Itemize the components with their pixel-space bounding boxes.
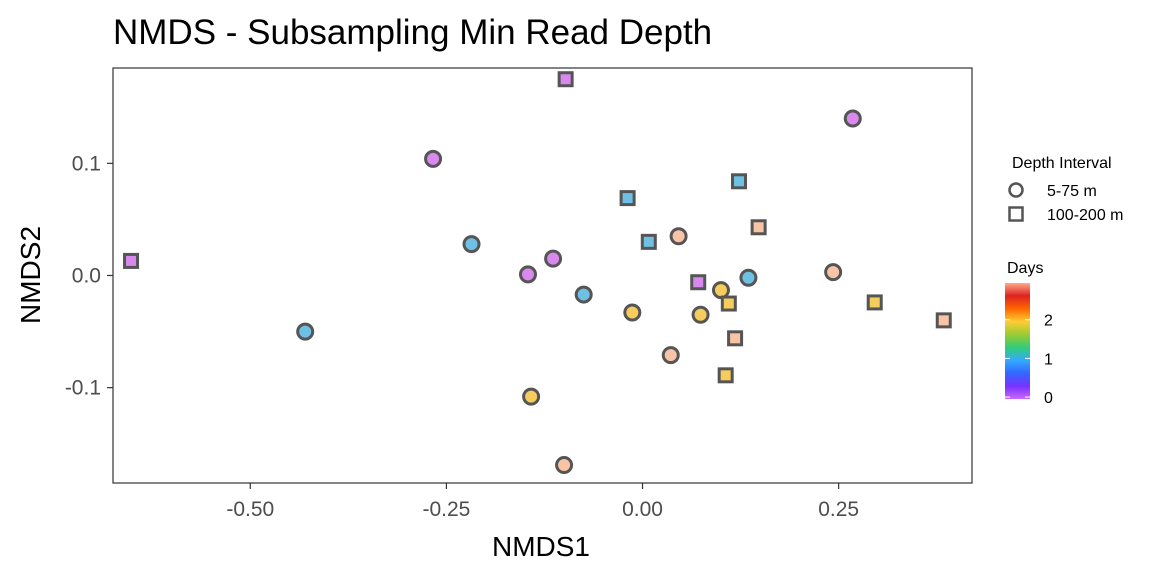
data-point-circle (824, 263, 843, 282)
data-point-circle (711, 281, 730, 300)
data-point-square (123, 252, 140, 269)
y-tick-label: -0.1 (65, 377, 101, 400)
data-point-circle (623, 303, 642, 322)
y-axis: -0.1 0.0 0.1 (65, 152, 113, 400)
x-axis: -0.50 -0.25 0.00 0.25 (226, 483, 859, 521)
chart-title: NMDS - Subsampling Min Read Depth (113, 13, 712, 52)
days-legend-title: Days (1007, 260, 1043, 277)
data-point-circle (555, 456, 574, 475)
x-axis-title: NMDS1 (492, 531, 590, 562)
data-point-circle (462, 235, 481, 254)
y-axis-title: NMDS2 (15, 226, 46, 324)
colorbar-tick-label: 0 (1044, 390, 1053, 407)
data-point-circle (739, 268, 758, 287)
circle-shape-key (1008, 182, 1024, 198)
data-point-circle (661, 346, 680, 365)
data-point-circle (522, 387, 541, 406)
days-legend: Days 0 1 2 (1005, 260, 1053, 407)
x-tick-label: -0.25 (422, 498, 470, 521)
points-layer (123, 71, 952, 475)
days-colorbar (1005, 283, 1030, 399)
data-point-circle (296, 322, 315, 341)
y-tick-label: 0.0 (72, 265, 101, 288)
depth-legend-title: Depth Interval (1012, 155, 1112, 172)
data-point-square (935, 312, 952, 329)
days-colorbar-ticks: 0 1 2 (1005, 313, 1053, 407)
data-point-square (750, 219, 767, 236)
data-point-circle (691, 305, 710, 324)
data-point-square (619, 190, 636, 207)
data-point-circle (424, 149, 443, 168)
data-point-square (717, 367, 734, 384)
depth-interval-legend: Depth Interval 5-75 m 100-200 m (1008, 155, 1124, 224)
data-point-square (866, 294, 883, 311)
depth-legend-label-shallow: 5-75 m (1047, 183, 1097, 200)
data-point-square (557, 71, 574, 88)
data-point-circle (518, 265, 537, 284)
plot-area (112, 67, 973, 484)
x-tick-label: 0.00 (622, 498, 663, 521)
data-point-circle (574, 285, 593, 304)
depth-legend-label-deep: 100-200 m (1047, 207, 1124, 224)
data-point-circle (544, 249, 563, 268)
data-point-square (720, 295, 737, 312)
y-tick-label: 0.1 (72, 152, 101, 175)
data-point-circle (669, 227, 688, 246)
x-tick-label: 0.25 (818, 498, 859, 521)
plot-panel (112, 67, 973, 484)
data-point-square (640, 233, 657, 250)
square-shape-key (1008, 206, 1024, 222)
data-point-square (690, 274, 707, 291)
x-tick-label: -0.50 (226, 498, 274, 521)
colorbar-tick-label: 1 (1044, 351, 1053, 368)
data-point-circle (843, 109, 862, 128)
data-point-square (731, 173, 748, 190)
data-point-square (727, 330, 744, 347)
colorbar-tick-label: 2 (1044, 313, 1053, 330)
